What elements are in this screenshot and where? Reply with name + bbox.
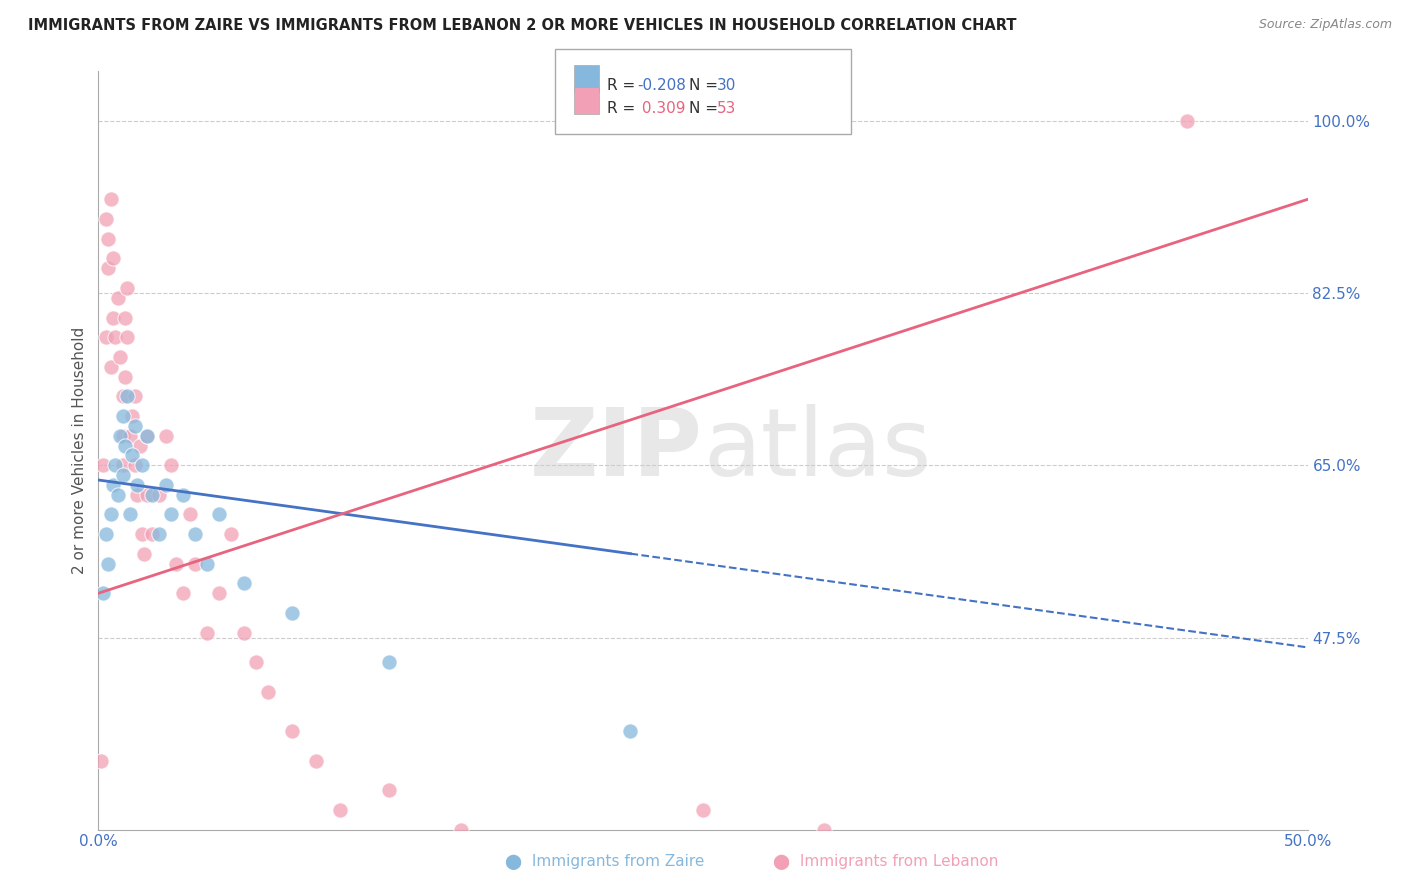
Point	[124, 389, 146, 403]
Point	[111, 389, 134, 403]
Point	[208, 508, 231, 522]
Point	[131, 527, 153, 541]
Point	[131, 458, 153, 473]
Point	[160, 458, 183, 473]
Point	[104, 330, 127, 344]
Point	[281, 724, 304, 739]
Point	[377, 783, 399, 797]
Point	[94, 527, 117, 541]
Point	[184, 527, 207, 541]
Point	[101, 478, 124, 492]
Point	[135, 428, 157, 442]
Text: ⬤  Immigrants from Lebanon: ⬤ Immigrants from Lebanon	[773, 854, 998, 870]
Point	[221, 527, 243, 541]
Text: 53: 53	[717, 101, 737, 116]
Point	[104, 458, 127, 473]
Point	[172, 586, 194, 600]
Point	[114, 310, 136, 325]
Point	[184, 557, 207, 571]
Point	[117, 281, 139, 295]
Point	[91, 586, 114, 600]
Point	[141, 527, 163, 541]
Point	[111, 458, 134, 473]
Text: N =: N =	[689, 78, 723, 93]
Point	[179, 508, 201, 522]
Point	[100, 359, 122, 374]
Point	[245, 655, 267, 669]
Point	[101, 310, 124, 325]
Point	[111, 428, 134, 442]
Point	[619, 724, 641, 739]
Point	[91, 458, 114, 473]
Point	[208, 586, 231, 600]
Point	[450, 822, 472, 837]
Point	[118, 508, 141, 522]
Point	[813, 822, 835, 837]
Text: 0.309: 0.309	[637, 101, 685, 116]
Point	[172, 488, 194, 502]
Point	[127, 478, 149, 492]
Point	[1175, 113, 1198, 128]
Point	[121, 409, 143, 423]
Text: R =: R =	[607, 101, 641, 116]
Text: ZIP: ZIP	[530, 404, 703, 497]
Point	[195, 557, 218, 571]
Point	[107, 488, 129, 502]
Point	[111, 409, 134, 423]
Point	[124, 418, 146, 433]
Text: R =: R =	[607, 78, 641, 93]
Point	[160, 508, 183, 522]
Text: -0.208: -0.208	[637, 78, 686, 93]
Point	[97, 261, 120, 276]
Point	[114, 369, 136, 384]
Point	[571, 852, 593, 866]
Text: N =: N =	[689, 101, 723, 116]
Point	[97, 557, 120, 571]
Point	[377, 655, 399, 669]
Point	[111, 468, 134, 483]
Point	[305, 754, 328, 768]
Point	[108, 350, 131, 364]
Point	[128, 438, 150, 452]
Point	[165, 557, 187, 571]
Point	[195, 625, 218, 640]
Point	[108, 428, 131, 442]
Y-axis label: 2 or more Vehicles in Household: 2 or more Vehicles in Household	[72, 326, 87, 574]
Point	[232, 625, 254, 640]
Point	[134, 547, 156, 561]
Point	[141, 488, 163, 502]
Point	[114, 438, 136, 452]
Point	[256, 684, 278, 698]
Point	[100, 508, 122, 522]
Text: IMMIGRANTS FROM ZAIRE VS IMMIGRANTS FROM LEBANON 2 OR MORE VEHICLES IN HOUSEHOLD: IMMIGRANTS FROM ZAIRE VS IMMIGRANTS FROM…	[28, 18, 1017, 33]
Point	[155, 478, 177, 492]
Point	[281, 606, 304, 620]
Text: Source: ZipAtlas.com: Source: ZipAtlas.com	[1258, 18, 1392, 31]
Point	[124, 458, 146, 473]
Point	[100, 193, 122, 207]
Point	[107, 291, 129, 305]
Point	[118, 428, 141, 442]
Point	[148, 527, 170, 541]
Point	[90, 754, 112, 768]
Point	[155, 428, 177, 442]
Point	[127, 488, 149, 502]
Point	[94, 212, 117, 227]
Point	[97, 232, 120, 246]
Point	[135, 488, 157, 502]
Text: atlas: atlas	[703, 404, 931, 497]
Point	[117, 389, 139, 403]
Point	[692, 803, 714, 817]
Text: ⬤  Immigrants from Zaire: ⬤ Immigrants from Zaire	[505, 854, 704, 870]
Point	[121, 449, 143, 463]
Point	[135, 428, 157, 442]
Point	[329, 803, 352, 817]
Text: 30: 30	[717, 78, 737, 93]
Point	[117, 330, 139, 344]
Point	[232, 576, 254, 591]
Point	[101, 252, 124, 266]
Point	[94, 330, 117, 344]
Point	[148, 488, 170, 502]
